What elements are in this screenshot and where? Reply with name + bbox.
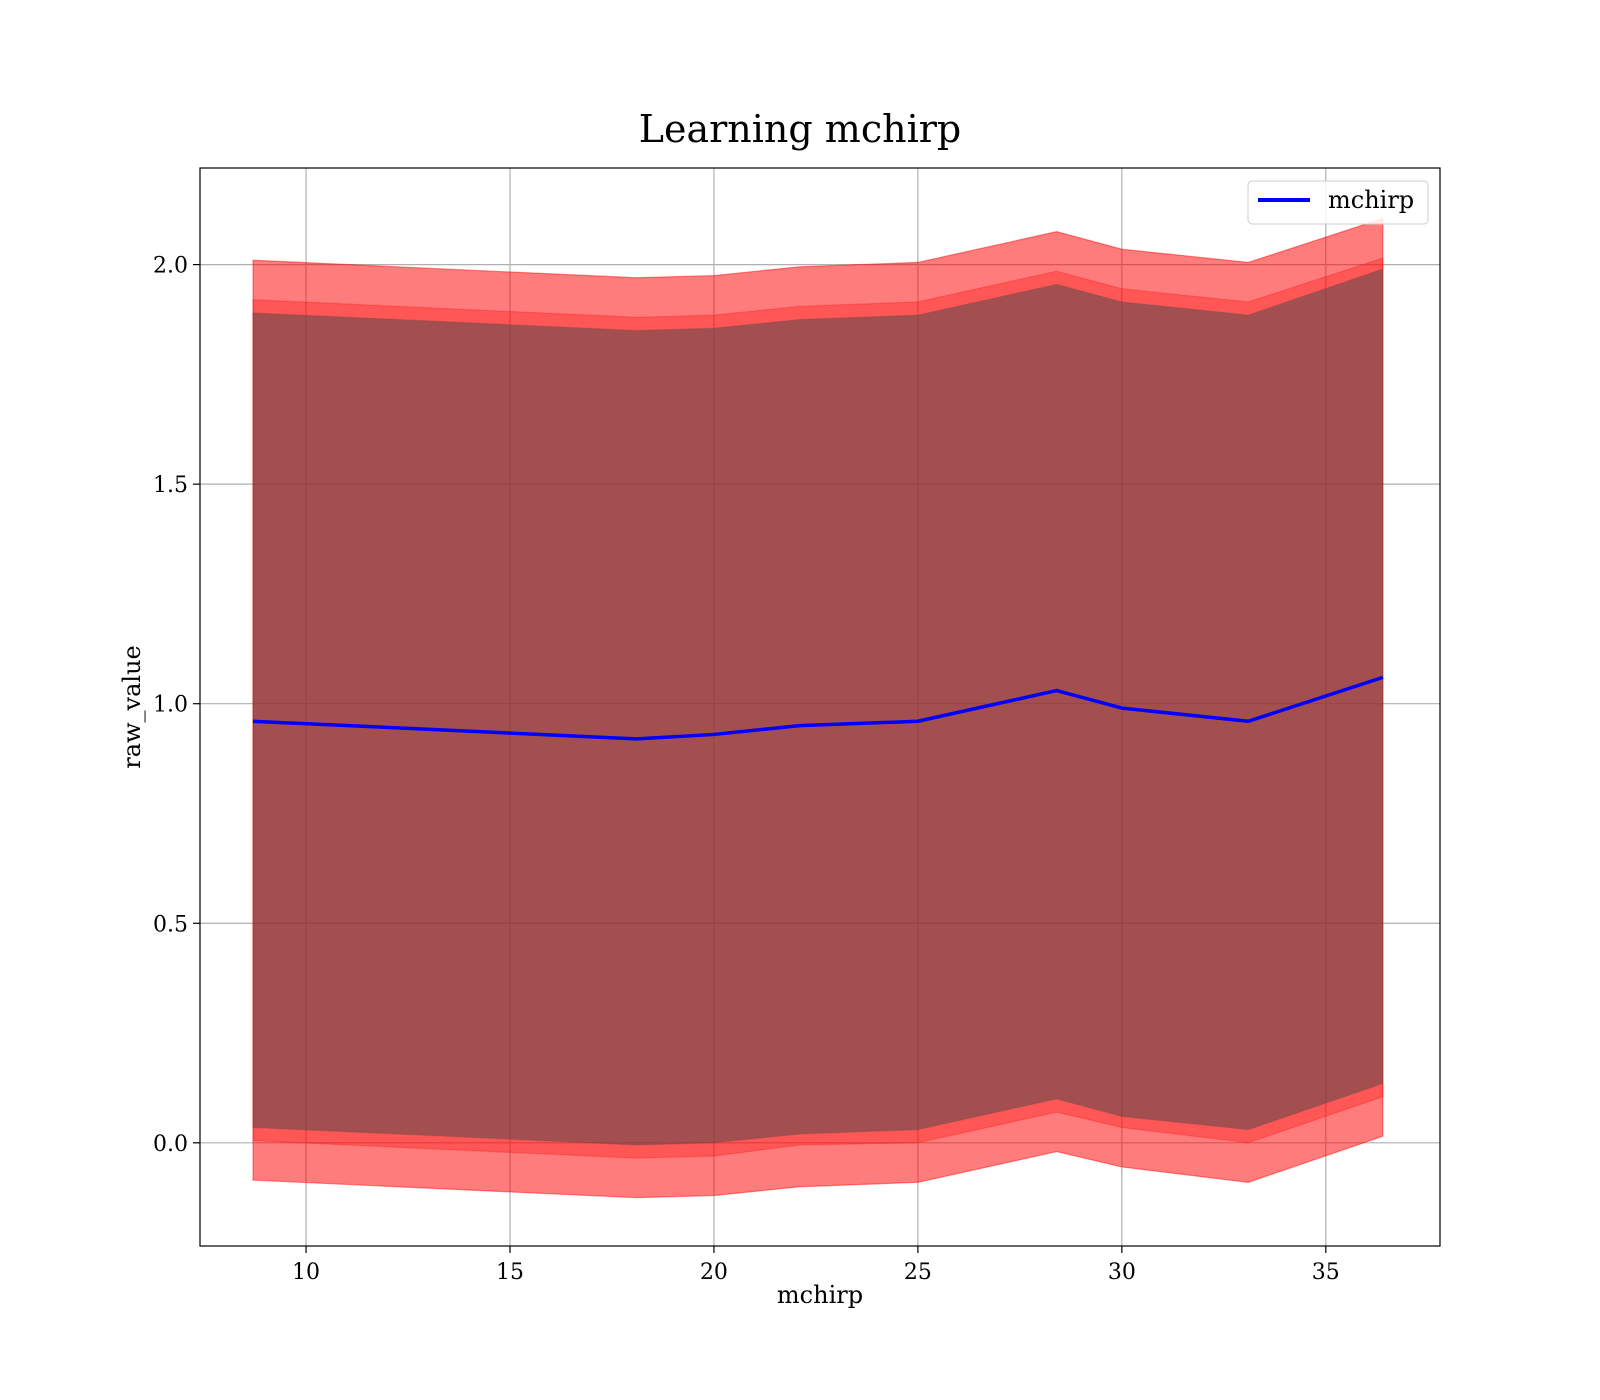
y-axis-ticks: 0.0 0.5 1.0 1.5 2.0 bbox=[153, 254, 200, 1157]
x-tick-label: 35 bbox=[1312, 1260, 1340, 1285]
series-line bbox=[252, 675, 1384, 741]
x-tick-label: 25 bbox=[904, 1260, 932, 1285]
band-area bbox=[252, 268, 1384, 1146]
y-axis-label: raw_value bbox=[118, 645, 146, 769]
legend-label: mchirp bbox=[1328, 186, 1414, 214]
y-tick-label: 0.5 bbox=[153, 912, 188, 937]
y-tick-label: 1.0 bbox=[153, 693, 188, 718]
series-lines bbox=[252, 675, 1384, 741]
x-tick-label: 30 bbox=[1108, 1260, 1136, 1285]
legend-box bbox=[1247, 180, 1429, 225]
confidence-bands bbox=[252, 217, 1384, 1199]
y-tick-label: 0.0 bbox=[153, 1132, 188, 1157]
x-tick-label: 15 bbox=[496, 1260, 524, 1285]
y-tick-label: 1.5 bbox=[153, 473, 188, 498]
legend: mchirp bbox=[1247, 180, 1429, 225]
plot-frame bbox=[199, 167, 1441, 1247]
chart-title: Learning mchirp bbox=[639, 107, 961, 151]
y-tick-label: 2.0 bbox=[153, 254, 188, 279]
x-tick-label: 10 bbox=[292, 1260, 320, 1285]
x-tick-label: 20 bbox=[700, 1260, 728, 1285]
x-axis-label: mchirp bbox=[777, 1281, 863, 1309]
x-axis-ticks: 10 15 20 25 30 35 bbox=[292, 1246, 1340, 1285]
